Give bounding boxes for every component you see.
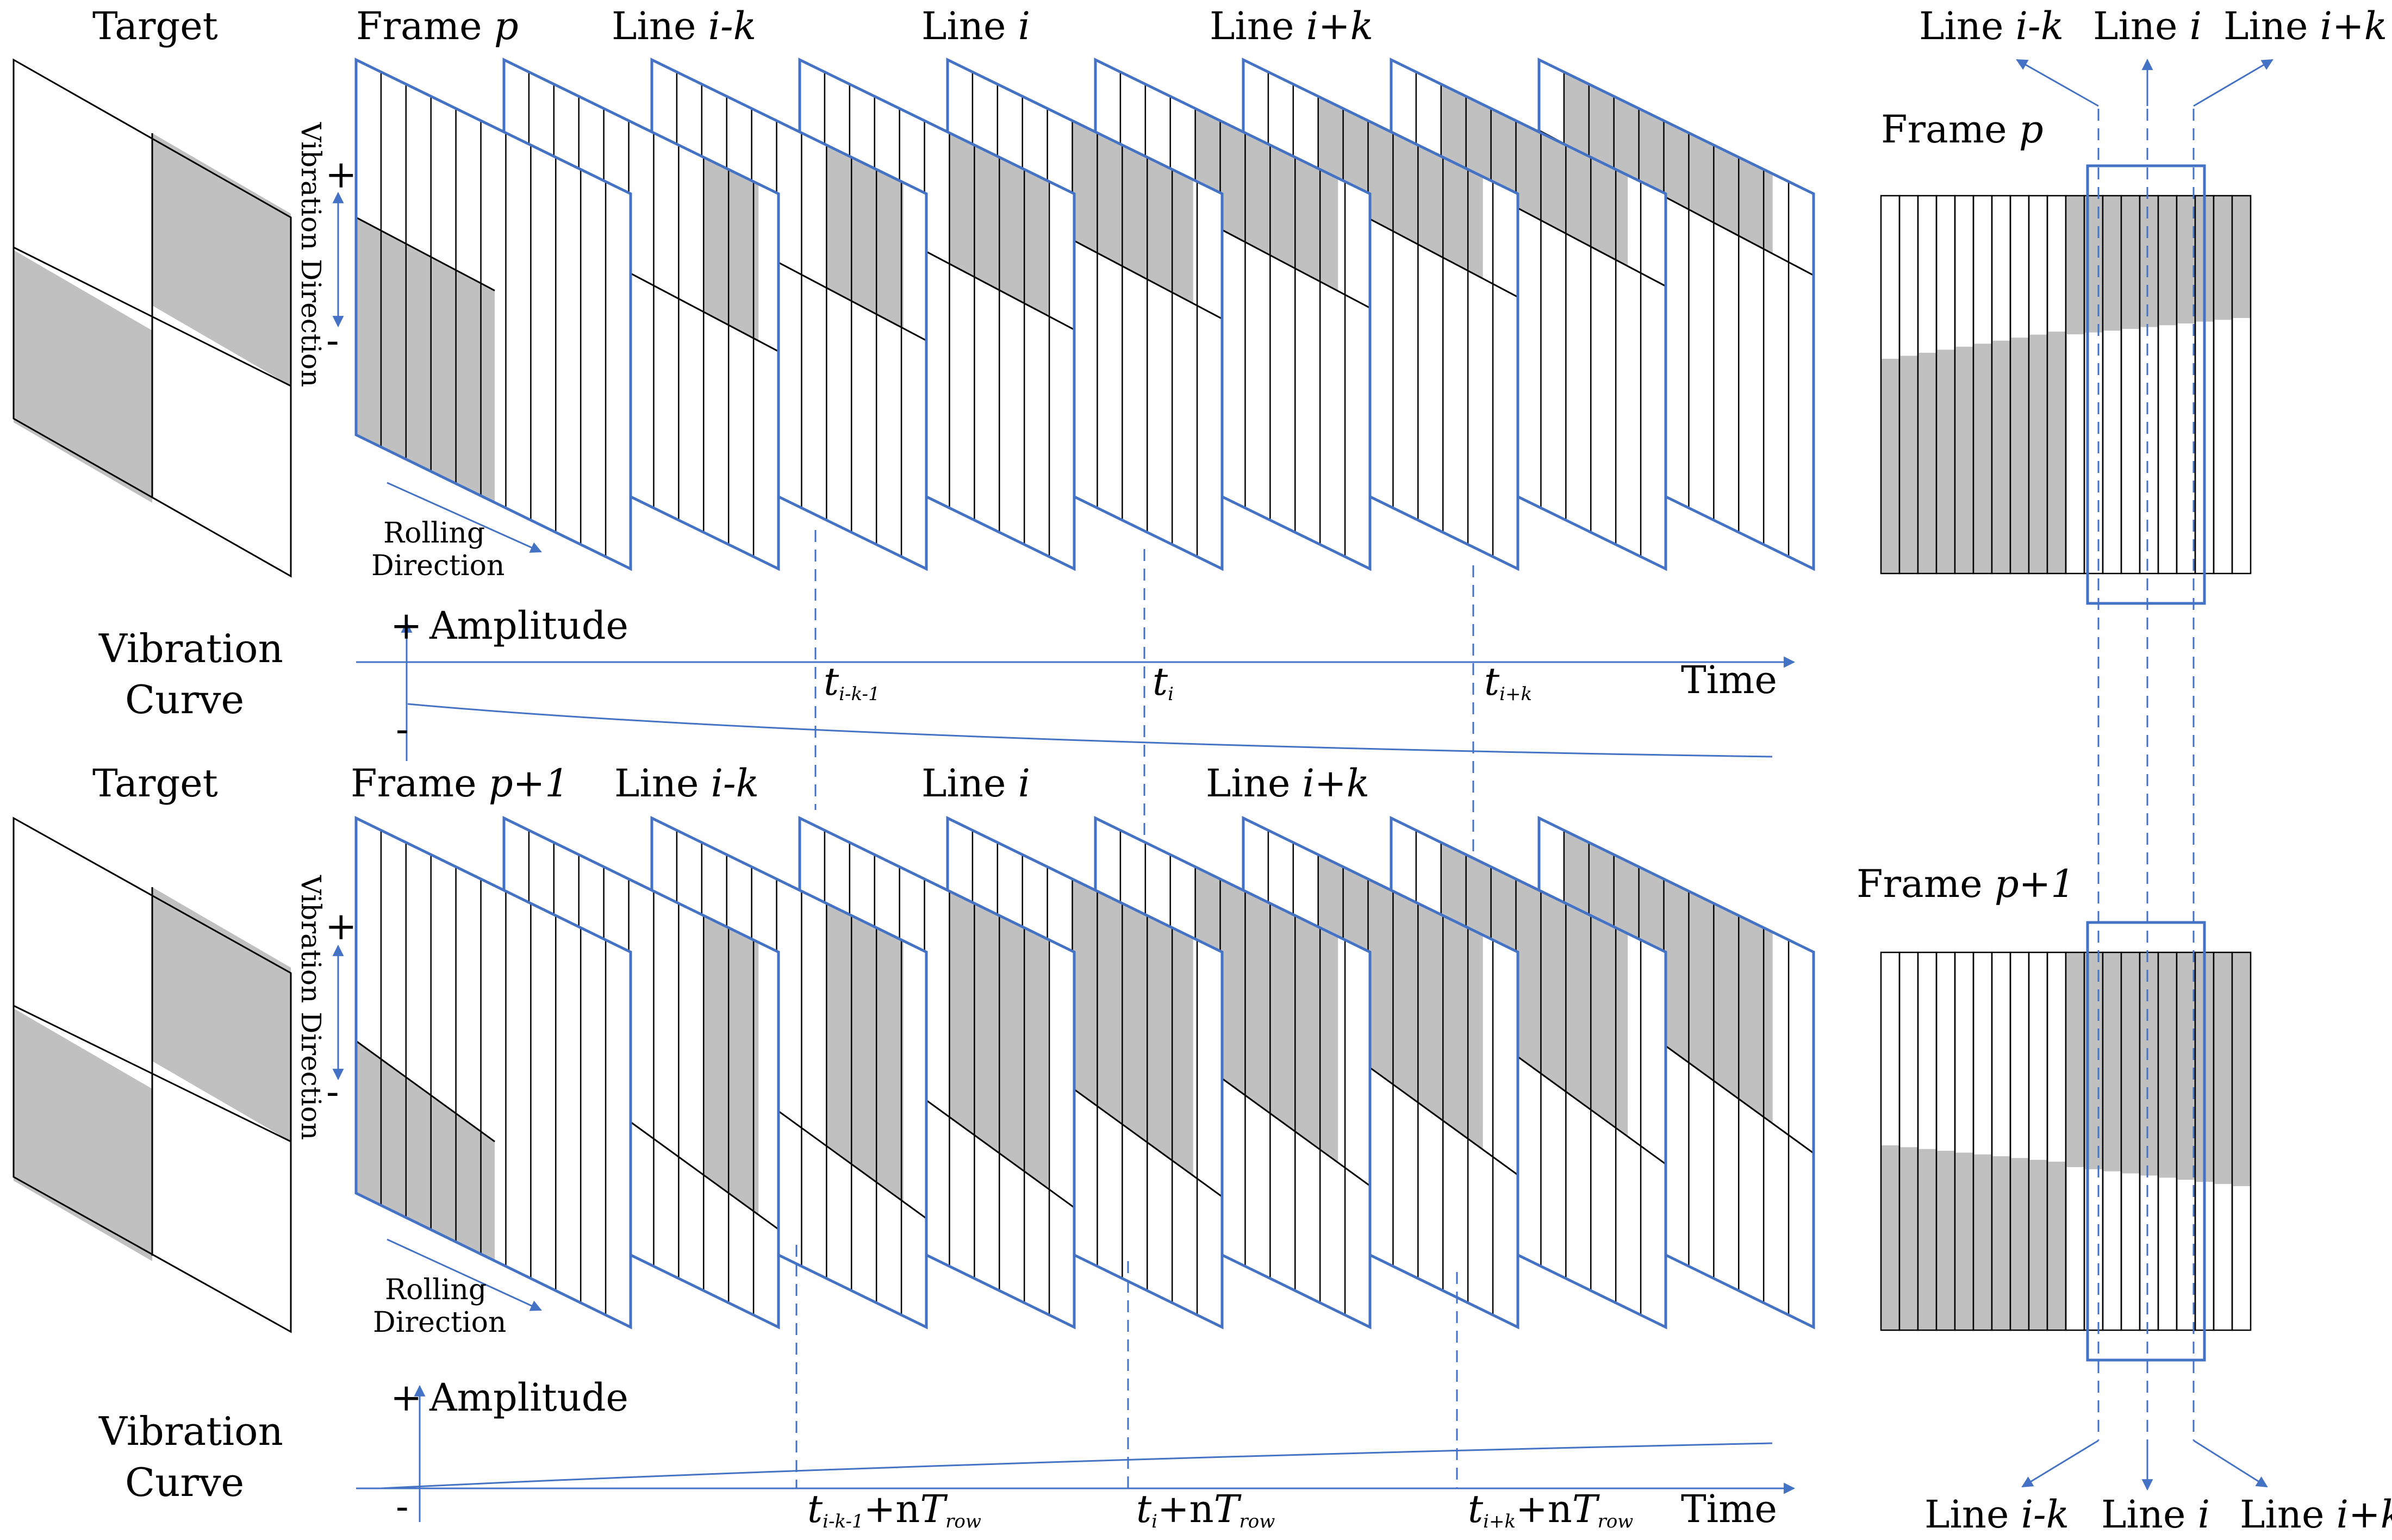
- right-frame-p-label: Frame p: [1881, 107, 2044, 152]
- bottom-time-label: Time: [1681, 1487, 1777, 1531]
- top-time-label: Time: [1681, 658, 1777, 702]
- svg-text:+: +: [390, 603, 422, 648]
- svg-text:-: -: [326, 318, 339, 363]
- svg-text:Vibration Direction: Vibration Direction: [295, 122, 327, 387]
- right-top-line-i-label: Line i: [2093, 4, 2202, 48]
- svg-text:+: +: [325, 152, 357, 197]
- bottom-line-i-label: Line i: [921, 761, 1030, 806]
- bottom-frame-1: [354, 815, 632, 1330]
- top-vibration-direction: + - Vibration Direction: [295, 122, 357, 387]
- bottom-vibration-label: Vibration: [98, 1408, 283, 1454]
- bottom-target-label: Target: [92, 761, 218, 806]
- right-frame-p1-line-highlight-box: [2086, 921, 2206, 1362]
- top-target-gray-cell: [14, 250, 152, 503]
- top-t-ipk-label: ti+k: [1484, 659, 1532, 705]
- right-bottom-line-ipk-label: Line i+k: [2240, 1492, 2392, 1537]
- right-frame-p1: [1880, 921, 2252, 1362]
- top-vibration-chart: + Amplitude - Time ti-k-1 ti ti+k: [356, 603, 1796, 761]
- svg-text:-: -: [326, 1069, 339, 1114]
- right-section: Line i-k Line i Line i+k Frame p Frame p…: [1857, 4, 2392, 1537]
- right-bottom-line-ik-label: Line i-k: [1924, 1492, 2069, 1537]
- top-frame-1: [354, 57, 632, 571]
- top-target-checkerboard: [13, 58, 292, 578]
- bottom-line-ipk-label: Line i+k: [1206, 761, 1369, 806]
- top-target-outline: [13, 58, 292, 578]
- bottom-vibration-direction: + - Vibration Direction: [295, 875, 357, 1140]
- bottom-frame-label: Frame p+1: [351, 761, 569, 806]
- top-curve-label: Curve: [125, 677, 244, 722]
- bottom-frame-stack: [354, 815, 1815, 1330]
- svg-text:Direction: Direction: [371, 550, 504, 582]
- time-marker-lines: [795, 530, 1474, 1488]
- top-frame-label: Frame p: [356, 4, 519, 48]
- bottom-curve-label: Curve: [125, 1460, 244, 1505]
- bottom-target-gray-cell: [152, 887, 291, 1142]
- bottom-amplitude-label: Amplitude: [429, 1375, 628, 1420]
- right-frame-p-line-highlight-box: [2086, 164, 2206, 605]
- right-bottom-line-i-label: Line i: [2101, 1492, 2210, 1537]
- top-t-ik1-label: ti-k-1: [824, 659, 880, 705]
- bottom-section: Target Frame p+1 Line i-k Line i Line i+…: [13, 761, 1815, 1532]
- bottom-vibration-chart: + Amplitude - Time ti-k-1+nTrow ti+nTrow…: [356, 1375, 1796, 1532]
- bottom-target-outline: [13, 816, 292, 1333]
- top-target-gray-cell: [152, 133, 291, 386]
- bottom-t-i-nT-label: ti+nTrow: [1136, 1487, 1275, 1532]
- bottom-rolling-direction: Rolling Direction: [373, 1238, 542, 1339]
- bottom-t-ipk-nT-label: ti+k+nTrow: [1468, 1487, 1633, 1532]
- top-target-label: Target: [92, 4, 218, 48]
- top-section: Target Frame p Line i-k Line i Line i+k …: [13, 4, 1815, 761]
- top-line-ik-label: Line i-k: [612, 4, 756, 48]
- top-vibration-label: Vibration: [98, 626, 283, 671]
- bottom-target-checkerboard: [13, 816, 292, 1333]
- top-frame-stack: [354, 57, 1815, 571]
- svg-text:Rolling: Rolling: [385, 1274, 487, 1306]
- right-frames: [1880, 164, 2252, 1362]
- top-rolling-direction: Rolling Direction: [371, 482, 542, 582]
- right-frame-p1-label: Frame p+1: [1857, 862, 2075, 906]
- svg-text:-: -: [396, 707, 409, 751]
- bottom-target-gray-cell: [14, 1008, 152, 1261]
- top-amplitude-label: Amplitude: [429, 603, 628, 648]
- bottom-t-ik1-nT-label: ti-k-1+nTrow: [807, 1487, 981, 1532]
- bottom-vibration-curve: [380, 1442, 1773, 1489]
- svg-text:Direction: Direction: [373, 1306, 506, 1339]
- right-top-line-ik-label: Line i-k: [1919, 4, 2064, 48]
- svg-text:Rolling: Rolling: [383, 517, 485, 550]
- top-vibration-curve: [407, 703, 1773, 758]
- top-line-i-label: Line i: [921, 4, 1030, 48]
- svg-text:-: -: [396, 1484, 409, 1529]
- right-top-line-ipk-label: Line i+k: [2223, 4, 2387, 48]
- right-frame-p: [1880, 164, 2252, 605]
- top-t-i-label: ti: [1153, 659, 1174, 705]
- svg-text:Vibration Direction: Vibration Direction: [295, 875, 327, 1140]
- top-line-ipk-label: Line i+k: [1210, 4, 1373, 48]
- right-line-indicators: [2016, 58, 2273, 1491]
- svg-text:+: +: [390, 1375, 422, 1420]
- svg-text:+: +: [325, 904, 357, 949]
- bottom-line-ik-label: Line i-k: [614, 761, 759, 806]
